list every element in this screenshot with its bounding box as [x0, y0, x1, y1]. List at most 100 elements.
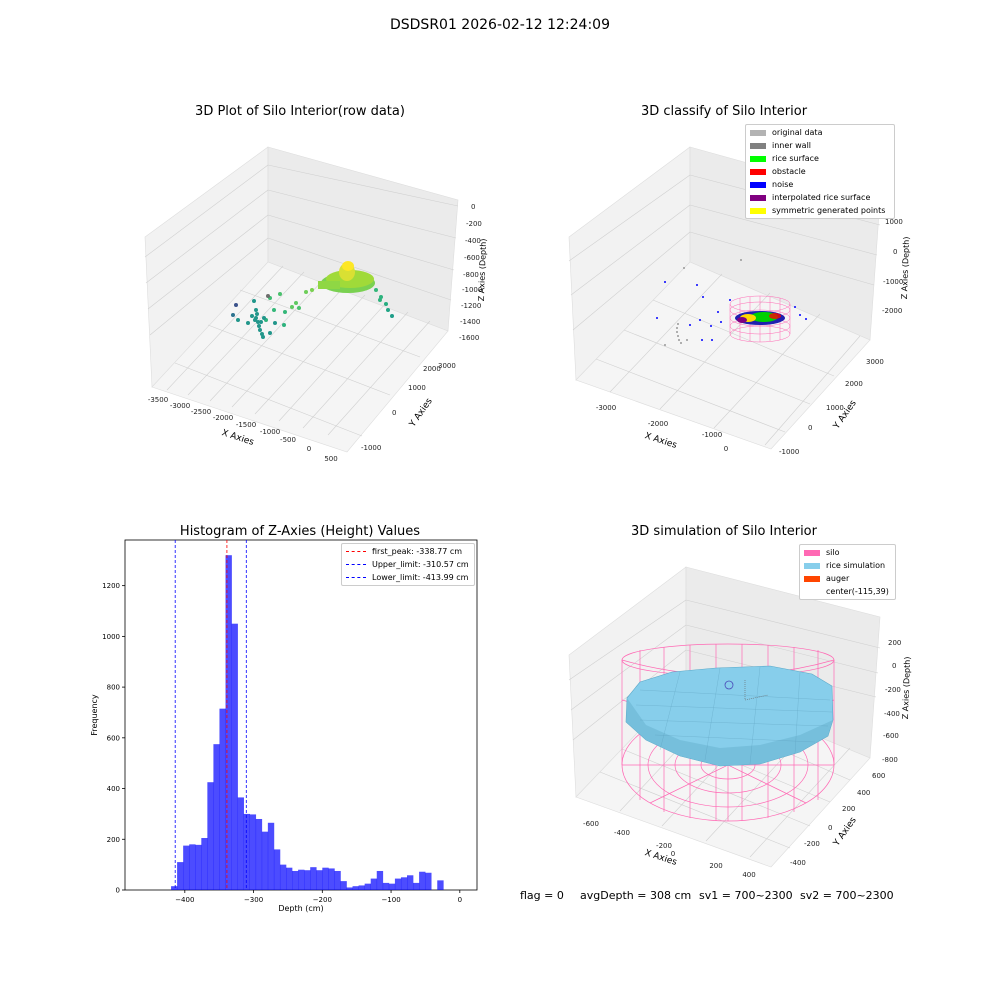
hist-x-ticks: −400 −300 −200 −100 0 [175, 890, 462, 904]
svg-text:0: 0 [671, 850, 675, 858]
svg-text:-1400: -1400 [460, 318, 480, 326]
hist-bar [249, 814, 257, 890]
hist-bar [177, 862, 184, 890]
hist-y-tick-label: 800 [107, 684, 120, 692]
legend-label: original data [772, 128, 823, 137]
legend-item: noise [746, 178, 894, 191]
svg-text:-2000: -2000 [213, 414, 233, 422]
hist-bar [298, 869, 305, 890]
legend-line [346, 564, 366, 565]
legend-label: rice simulation [826, 561, 886, 570]
panel1-ylabel: Y Axies [407, 396, 435, 429]
legend-label: interpolated rice surface [772, 193, 871, 202]
legend-item: obstacle [746, 165, 894, 178]
hist-vlines [174, 540, 247, 890]
svg-text:-200: -200 [804, 840, 820, 848]
footer-sv2: sv2 = 700~2300 [800, 889, 894, 902]
svg-text:-1000: -1000 [462, 286, 482, 294]
hist-bar [273, 849, 281, 890]
hist-bar [304, 870, 311, 890]
svg-text:0: 0 [307, 445, 311, 453]
legend-swatch [750, 181, 766, 188]
figure-title: DSDSR01 2026-02-12 12:24:09 [389, 17, 610, 33]
legend-item: rice simulation [800, 559, 895, 572]
panel2-legend: original data inner wall rice surface ob… [745, 124, 895, 219]
svg-text:-1600: -1600 [459, 334, 479, 342]
hist-bar [425, 872, 432, 890]
panel3-histogram: −400 −300 −200 −100 0 020040060080010001200 … [90, 539, 478, 913]
hist-x-tick-label: −100 [381, 896, 400, 904]
hist-bar [316, 870, 323, 890]
legend-label: symmetric generated points [772, 206, 886, 215]
panel1-x-ticks: -3500-3000 -2500-2000 -1500 -1000 -500 0 5… [148, 396, 338, 463]
legend-item: symmetric generated points [746, 204, 894, 217]
panel3-title: Histogram of Z-Axies (Height) Values [179, 524, 421, 539]
panel2-noise-points [656, 281, 807, 341]
svg-text:400: 400 [742, 871, 755, 879]
footer-flag: flag = 0 [520, 889, 564, 902]
hist-x-tick-label: −300 [244, 896, 263, 904]
legend-item: auger [800, 572, 895, 585]
legend-label: inner wall [772, 141, 812, 150]
hist-bar [231, 623, 238, 890]
svg-text:1000: 1000 [885, 218, 903, 226]
svg-text:-200: -200 [885, 686, 901, 694]
hist-bar [437, 880, 444, 890]
hist-bar [183, 845, 190, 890]
panel2-z-ticks: 1000 0 -1000 -2000 [882, 218, 903, 315]
legend-swatch [804, 562, 820, 569]
panel4-auger [724, 680, 769, 701]
panel2-xlabel: X Axies [643, 431, 678, 451]
svg-text:-800: -800 [463, 271, 479, 279]
svg-text:-1200: -1200 [461, 302, 481, 310]
panel2-gridlines [568, 174, 881, 446]
hist-bar [267, 822, 275, 890]
svg-text:0: 0 [471, 203, 475, 211]
svg-text:-400: -400 [465, 237, 481, 245]
svg-text:-1000: -1000 [260, 428, 280, 436]
hist-bar [225, 555, 232, 890]
legend-label: first_peak: -338.77 cm [372, 547, 463, 556]
hist-x-tick-label: 0 [458, 896, 462, 904]
hist-bars [171, 555, 444, 890]
svg-text:-400: -400 [884, 710, 900, 718]
panel4-ylabel: Y Axies [831, 815, 859, 848]
legend-label: center(-115,39) [826, 587, 889, 596]
legend-item: Upper_limit: -310.57 cm [342, 558, 474, 571]
svg-text:0: 0 [724, 445, 728, 453]
hist-bar [340, 881, 347, 890]
svg-text:-400: -400 [614, 829, 630, 837]
svg-text:-200: -200 [466, 220, 482, 228]
legend-swatch [750, 142, 766, 149]
panel4-z-ticks: 200 0 -200 -400 -600 -800 [882, 639, 901, 764]
panel3-legend: first_peak: -338.77 cm Upper_limit: -310… [341, 543, 475, 586]
hist-bar [195, 844, 202, 890]
legend-item: inner wall [746, 139, 894, 152]
svg-text:-3000: -3000 [170, 402, 190, 410]
panel1-title: 3D Plot of Silo Interior(row data) [195, 104, 405, 119]
panel2-panes [568, 146, 881, 450]
legend-line [346, 551, 366, 552]
svg-text:200: 200 [842, 805, 855, 813]
svg-text:400: 400 [857, 789, 870, 797]
panel1-points-dense-cluster [264, 261, 394, 327]
hist-bar [213, 744, 220, 890]
legend-swatch [750, 155, 766, 162]
svg-text:-600: -600 [464, 254, 480, 262]
legend-swatch [804, 575, 820, 582]
svg-text:3000: 3000 [866, 358, 884, 366]
svg-text:0: 0 [892, 662, 896, 670]
hist-bar [310, 867, 317, 890]
legend-swatch [804, 549, 820, 556]
hist-bar [255, 818, 263, 890]
hist-bar [279, 864, 287, 890]
legend-swatch [750, 207, 766, 214]
panel4-x-ticks: -600 -400 -2000 200 400 [583, 820, 756, 879]
svg-text:1000: 1000 [408, 384, 426, 392]
svg-text:600: 600 [872, 772, 885, 780]
panel4-rice-simulation [625, 665, 834, 767]
svg-text:-1000: -1000 [361, 444, 381, 452]
